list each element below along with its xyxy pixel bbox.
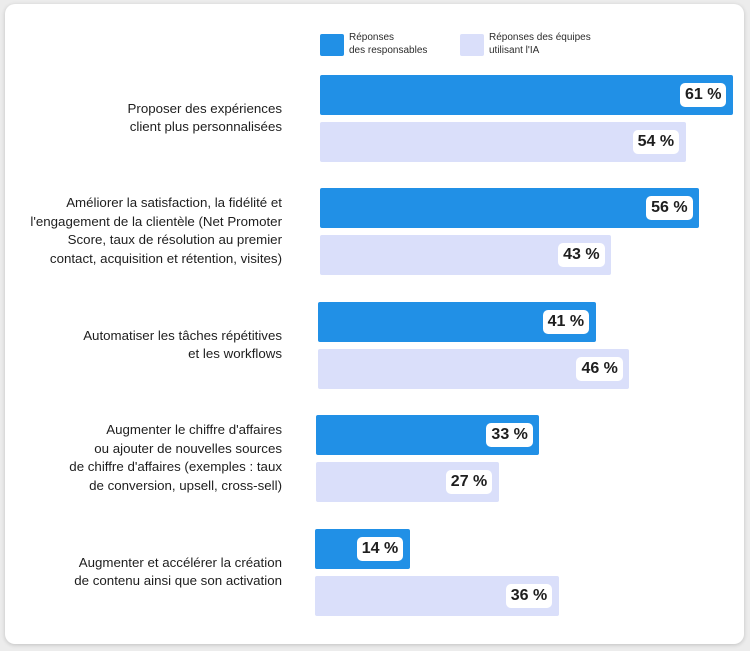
data-label: 33 % [486,423,533,447]
legend-swatch-equipes-ia [460,34,484,56]
legend-item-responsables: Réponses des responsables [320,32,459,57]
category-label: Augmenter et accélérer la création de co… [74,554,282,589]
category-label: Augmenter le chiffre d'affaires ou ajout… [69,422,282,493]
data-label: 46 % [576,357,623,381]
data-label: 36 % [505,584,553,608]
legend-item-equipes-ia: Réponses des équipes utilisant l'IA [460,32,599,57]
data-label: 54 % [632,130,680,154]
data-label: 61 % [680,83,727,107]
data-label: 14 % [356,537,404,561]
legend-label-responsables: Réponses des responsables [349,32,428,56]
chart-card: Réponses des responsables Réponses des é… [5,4,744,644]
bar-responsables [320,75,733,115]
category-label: Automatiser les tâches répétitives et le… [83,327,282,362]
legend-swatch-responsables [320,34,344,56]
category-label: Améliorer la satisfaction, la fidélité e… [30,195,282,266]
bar-equipes-ia [320,122,686,162]
data-label: 43 % [558,243,605,267]
data-label: 41 % [542,310,590,334]
data-label: 56 % [646,196,693,220]
data-label: 27 % [445,470,493,494]
legend-label-equipes-ia: Réponses des équipes utilisant l'IA [489,32,591,56]
bar-responsables [320,188,700,228]
category-label: Proposer des expériences client plus per… [127,100,282,135]
